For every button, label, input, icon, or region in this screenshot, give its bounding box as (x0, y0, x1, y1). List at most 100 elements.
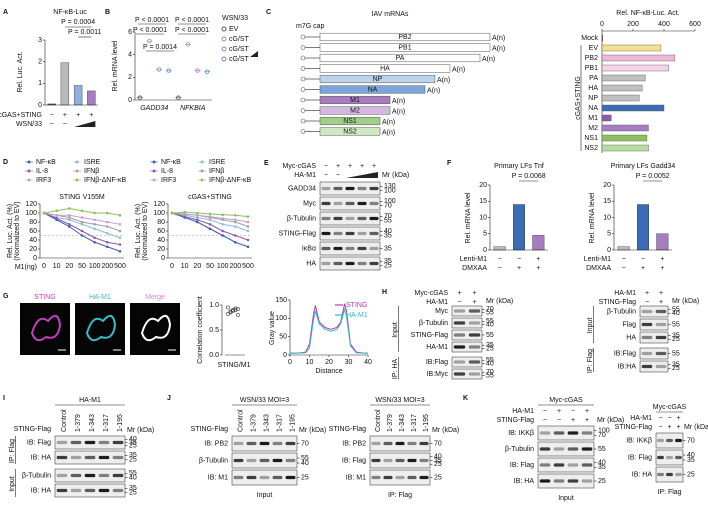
mw-label: 40 (672, 310, 680, 317)
cap (300, 76, 306, 82)
y-tick-label: 0 (483, 247, 487, 254)
chart-title: STING V155M (59, 194, 105, 201)
legend-label: cG/ST (229, 46, 250, 53)
condition-mark: + (536, 256, 540, 263)
segment-label: PB2 (398, 34, 411, 41)
point (221, 217, 224, 220)
band (112, 455, 124, 460)
band (581, 479, 593, 483)
y-axis-label: Rel. mRNA level (589, 192, 596, 243)
condition-mark: − (622, 256, 626, 263)
bar (60, 62, 70, 106)
mw-label: 40 (301, 460, 309, 467)
band (567, 463, 579, 467)
blot-label: IB: Flag (342, 457, 366, 464)
band (657, 438, 664, 443)
legend-marker (75, 169, 79, 173)
band (233, 441, 244, 446)
cap (300, 97, 306, 103)
mw-label: 25 (672, 365, 680, 372)
band (453, 360, 466, 364)
band (56, 473, 68, 478)
cell-outline (85, 314, 117, 342)
bar (601, 44, 662, 52)
blot-label: IB: M1 (208, 474, 228, 481)
condition-label: HA-M1 (426, 299, 448, 306)
point (183, 215, 186, 218)
mw-label: 25 (434, 461, 442, 468)
band (395, 441, 405, 446)
point (93, 236, 96, 240)
band (112, 440, 124, 445)
panel-letter: J (167, 395, 171, 402)
bar (87, 90, 96, 106)
segment (319, 64, 451, 73)
mw-header: Mr (kDa) (432, 427, 459, 434)
point (68, 222, 71, 226)
band (567, 447, 579, 451)
band (321, 201, 331, 206)
panel-title: NF-κB-Luc (53, 9, 87, 16)
p-value: P = 0.0068 (512, 173, 546, 180)
legend-label: IRF3 (161, 177, 176, 184)
condition-mark: + (63, 112, 67, 119)
band (246, 475, 257, 480)
y-tick-label: 40 (29, 237, 37, 244)
bar (601, 134, 648, 142)
legend-label: IFNβ-ΔNF-κB (209, 177, 251, 184)
point (55, 213, 58, 217)
band (285, 475, 296, 480)
mw-label: 35 (129, 439, 137, 446)
segment (319, 127, 381, 136)
condition-mark: − (336, 172, 340, 179)
condition-mark: − (498, 265, 502, 272)
point (221, 213, 224, 217)
legend-title: WSN/33 (222, 15, 248, 22)
condition-mark: + (536, 265, 540, 272)
y-tick-label: 20 (479, 182, 487, 189)
lane-label: Control (61, 409, 68, 432)
y-axis-label: Rel. Luc. Act. (%) (7, 204, 14, 258)
mw-label: 40 (486, 361, 494, 368)
condition-mark: + (372, 163, 376, 170)
point (42, 211, 46, 215)
blot (451, 317, 483, 329)
mw-label: 55 (672, 307, 680, 314)
band (453, 333, 466, 337)
legend-label: IFNβ-ΔNF-κB (84, 177, 126, 184)
blot-label: HA (306, 260, 316, 267)
mw-label: 35 (384, 258, 392, 265)
band (468, 333, 481, 337)
bar (601, 144, 649, 152)
blot-label: Myc (303, 200, 316, 207)
dot (185, 42, 191, 47)
band (321, 261, 331, 266)
band (371, 475, 381, 480)
blot (639, 360, 669, 373)
section-label: IP: Flag (587, 349, 594, 373)
band (70, 488, 82, 493)
y-tick-label: 0.0 (209, 352, 219, 359)
mw-header: Mr (kDa) (486, 298, 513, 305)
blot-label: IB: HA (632, 471, 653, 478)
lane-label: 1-379 (75, 414, 82, 432)
y-tick-label: PA (589, 75, 598, 82)
point (93, 222, 96, 226)
condition-mark: − (324, 172, 328, 179)
blot-label: IB: IKKβ (626, 437, 652, 444)
lane-label: Control (375, 409, 382, 432)
point (55, 217, 58, 220)
image-label: STING (34, 294, 55, 301)
cap (300, 66, 306, 71)
blot-label: IB: PB2 (342, 440, 366, 447)
band (468, 345, 481, 349)
point (183, 210, 186, 214)
segment-label: M1 (350, 97, 360, 104)
y-tick-label: HA (588, 85, 598, 92)
mw-label: 70 (301, 440, 309, 447)
cap (300, 45, 306, 50)
cell-outline (140, 314, 172, 342)
y-tick-label: 0 (161, 255, 165, 262)
band (539, 479, 551, 483)
band (233, 458, 244, 463)
